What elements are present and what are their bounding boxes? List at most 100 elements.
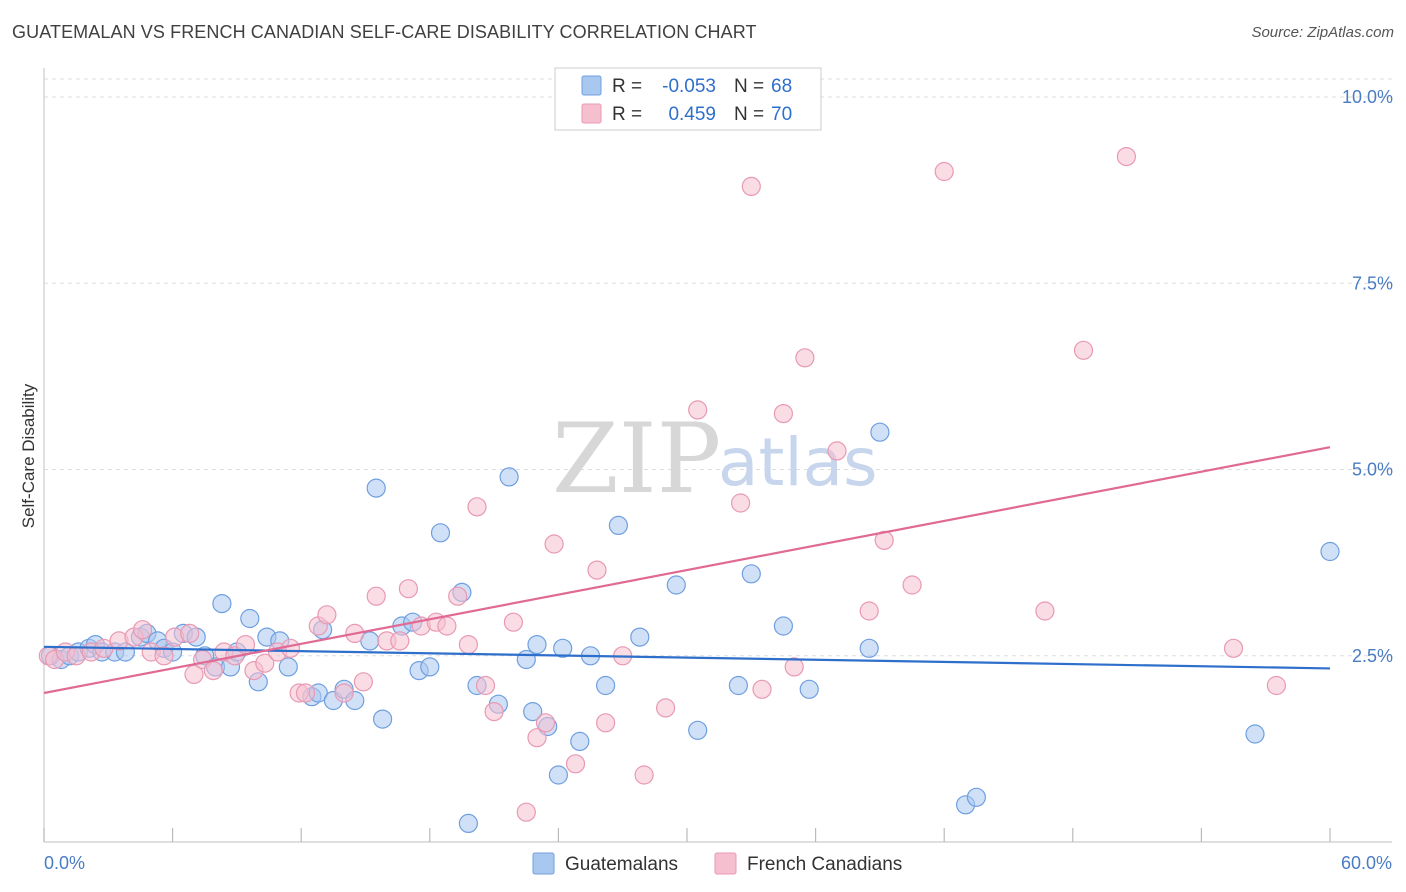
- french-canadian-point: [587, 560, 607, 580]
- french-canadian-point: [1266, 675, 1287, 696]
- legend-r-value-1: -0.053: [662, 76, 716, 97]
- french-canadian-point: [1116, 147, 1137, 167]
- french-canadian-point: [255, 653, 275, 673]
- french-canadian-point: [390, 631, 410, 651]
- french-canadian-point: [544, 534, 564, 554]
- guatemalan-point: [548, 765, 569, 785]
- french-canadian-point: [634, 765, 654, 785]
- french-canadian-point: [784, 657, 804, 677]
- legend-r-label-1: R =: [612, 76, 642, 97]
- trendline-french-canadians: [43, 446, 1331, 695]
- french-canadian-point: [827, 441, 847, 461]
- guatemalan-point: [859, 638, 879, 658]
- gridlines: [44, 78, 1392, 657]
- french-canadian-point: [741, 176, 761, 196]
- guatemalan-point: [966, 787, 987, 807]
- french-canadian-point: [475, 675, 496, 696]
- french-canadian-point: [773, 404, 794, 424]
- french-canadian-point: [437, 616, 457, 636]
- x-ticks: [43, 828, 1331, 842]
- guatemalan-point: [420, 657, 440, 677]
- guatemalan-point: [458, 813, 478, 834]
- guatemalan-point: [1245, 724, 1265, 744]
- french-canadian-point: [535, 713, 556, 733]
- french-canadian-point: [1035, 601, 1055, 621]
- y-tick-label: 7.5%: [1352, 273, 1393, 293]
- french-canadian-point: [565, 754, 586, 774]
- x-tick-label-max: 60.0%: [1341, 853, 1392, 873]
- guatemalan-point: [278, 657, 298, 677]
- watermark-zip: ZIP: [552, 403, 721, 515]
- french-canadian-point: [503, 612, 524, 632]
- guatemalan-point: [373, 709, 393, 729]
- watermark-atlas: atlas: [718, 424, 878, 501]
- x-tick-label-min: 0.0%: [44, 853, 85, 873]
- french-canadian-point: [859, 601, 879, 621]
- guatemalan-point: [430, 523, 451, 543]
- french-canadian-point: [280, 638, 301, 658]
- legend-r-label-2: R =: [612, 104, 642, 125]
- french-canadian-point: [317, 605, 337, 625]
- french-canadian-point: [688, 400, 708, 420]
- source-label: Source: ZipAtlas.com: [1251, 24, 1394, 41]
- y-tick-label: 2.5%: [1352, 646, 1393, 666]
- bottom-legend-swatch-guatemalans: [532, 852, 555, 875]
- french-canadian-point: [752, 679, 772, 699]
- y-tick-labels: 2.5% 5.0% 7.5% 10.0%: [1342, 87, 1393, 666]
- guatemalan-point: [595, 675, 616, 696]
- guatemalan-point: [773, 616, 794, 636]
- french-canadian-point: [353, 672, 373, 692]
- french-canadian-point: [484, 701, 504, 722]
- guatemalan-point: [630, 627, 650, 647]
- guatemalan-point: [570, 731, 590, 752]
- bottom-legend-swatch-french-canadians: [714, 852, 737, 875]
- french-canadian-point: [730, 493, 751, 513]
- french-canadian-point: [334, 683, 354, 703]
- french-canadian-point: [655, 698, 676, 718]
- guatemalan-point: [870, 422, 890, 442]
- legend-n-label-2: N =: [734, 104, 764, 125]
- french-canadian-point: [154, 646, 174, 666]
- guatemalan-point: [666, 575, 686, 595]
- french-canadian-point: [458, 634, 478, 655]
- watermark: ZIP atlas: [552, 403, 878, 515]
- bottom-legend-french-canadians: French Canadians: [747, 854, 902, 875]
- french-canadian-point: [527, 728, 547, 748]
- french-canadian-point: [1073, 340, 1094, 360]
- guatemalan-point: [516, 649, 536, 670]
- french-canadian-point: [398, 579, 418, 599]
- guatemalan-point: [741, 564, 761, 584]
- legend-swatch-guatemalans: [581, 75, 602, 96]
- french-canadian-point: [366, 586, 386, 606]
- french-canadian-point: [795, 348, 815, 368]
- french-canadian-point: [203, 660, 223, 681]
- guatemalan-point: [499, 467, 519, 487]
- guatemalan-point: [688, 720, 708, 740]
- guatemalan-point: [553, 638, 573, 658]
- guatemalan-point: [608, 515, 629, 536]
- guatemalan-point: [240, 608, 260, 629]
- french-canadian-point: [516, 802, 536, 822]
- chart-title: GUATEMALAN VS FRENCH CANADIAN SELF-CARE …: [12, 22, 757, 42]
- trendlines: [43, 446, 1331, 695]
- french-canadian-point: [595, 713, 616, 733]
- guatemalan-point: [523, 701, 543, 722]
- series-legend: Guatemalans French Canadians: [532, 852, 902, 875]
- guatemalan-point: [1320, 541, 1340, 562]
- legend-swatch-french-canadians: [581, 103, 602, 124]
- french-canadian-point: [467, 497, 487, 517]
- bottom-legend-guatemalans: Guatemalans: [565, 854, 678, 875]
- y-tick-label: 5.0%: [1352, 460, 1393, 480]
- guatemalan-point: [799, 679, 819, 699]
- french-canadian-point: [934, 161, 954, 182]
- legend-n-value-1: 68: [771, 76, 792, 97]
- french-canadian-point: [180, 623, 200, 644]
- guatemalan-point: [728, 675, 749, 696]
- guatemalan-point: [366, 478, 386, 498]
- french-canadian-point: [133, 620, 153, 640]
- legend-n-label-1: N =: [734, 76, 764, 97]
- legend-n-value-2: 70: [771, 104, 792, 125]
- legend-r-value-2: 0.459: [668, 104, 716, 125]
- guatemalan-point: [527, 634, 547, 655]
